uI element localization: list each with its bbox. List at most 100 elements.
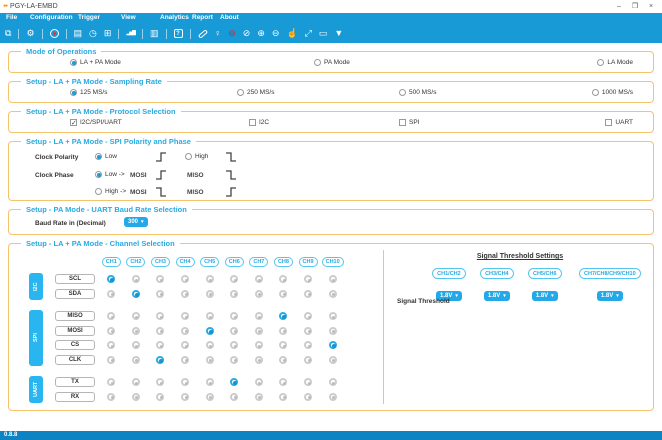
radio-sda-ch10[interactable] — [328, 289, 337, 298]
radio-sda-ch5[interactable] — [205, 289, 214, 298]
checkbox-option-uart[interactable]: UART — [605, 119, 633, 126]
radio-rx-ch2[interactable] — [131, 392, 140, 401]
expand-icon[interactable]: ⤢ — [304, 28, 312, 38]
radio-option-250ms[interactable]: 250 MS/s — [237, 89, 274, 96]
radio-phase-low[interactable]: Low -> — [95, 171, 125, 178]
radio-scl-ch10[interactable] — [328, 275, 337, 284]
radio-rx-ch6[interactable] — [230, 392, 239, 401]
pin-icon[interactable]: ♀ — [214, 28, 222, 38]
menu-analytics[interactable]: Analytics — [160, 14, 189, 21]
radio-scl-ch4[interactable] — [181, 275, 190, 284]
analytics-chart-icon[interactable]: ▂▅▇ — [126, 30, 135, 36]
radio-miso-ch9[interactable] — [304, 312, 313, 321]
radio-rx-ch9[interactable] — [304, 392, 313, 401]
notes-icon[interactable]: ▤ — [73, 28, 83, 38]
copy-icon[interactable]: ⧉ — [5, 28, 12, 38]
radio-miso-ch7[interactable] — [254, 312, 263, 321]
radio-clk-ch3[interactable] — [156, 355, 165, 364]
radio-miso-ch3[interactable] — [156, 312, 165, 321]
radio-mosi-ch5[interactable] — [205, 326, 214, 335]
checkbox-option-spi[interactable]: SPI — [399, 119, 419, 126]
radio-tx-ch10[interactable] — [328, 378, 337, 387]
radio-scl-ch3[interactable] — [156, 275, 165, 284]
radio-rx-ch4[interactable] — [181, 392, 190, 401]
close-icon[interactable]: × — [648, 3, 654, 10]
radio-mosi-ch7[interactable] — [254, 326, 263, 335]
threshold-dropdown[interactable]: 1.8V ▾ — [596, 291, 623, 301]
radio-scl-ch7[interactable] — [254, 275, 263, 284]
menu-view[interactable]: View — [121, 14, 136, 21]
radio-option-la-mode[interactable]: LA Mode — [597, 59, 633, 66]
radio-miso-ch8[interactable] — [279, 312, 288, 321]
radio-rx-ch5[interactable] — [205, 392, 214, 401]
radio-mosi-ch1[interactable] — [107, 326, 116, 335]
radio-clk-ch7[interactable] — [254, 355, 263, 364]
radio-scl-ch1[interactable] — [107, 275, 116, 284]
radio-cs-ch4[interactable] — [181, 341, 190, 350]
settings-gear-icon[interactable]: ⚙ — [26, 28, 35, 38]
report-icon[interactable]: ▥ — [149, 28, 159, 38]
radio-option-1000ms[interactable]: 1000 MS/s — [591, 89, 633, 96]
radio-tx-ch4[interactable] — [181, 378, 190, 387]
radio-scl-ch9[interactable] — [304, 275, 313, 284]
help-icon[interactable]: ? — [173, 29, 183, 38]
radio-polarity-high[interactable]: High — [185, 153, 208, 160]
radio-cs-ch9[interactable] — [304, 341, 313, 350]
radio-miso-ch4[interactable] — [181, 312, 190, 321]
filter-icon[interactable]: ▼ — [334, 28, 344, 38]
disconnect-icon[interactable]: ⊖ — [228, 28, 236, 38]
radio-option-125ms[interactable]: 125 MS/s — [70, 89, 107, 96]
radio-scl-ch2[interactable] — [131, 275, 140, 284]
radio-sda-ch6[interactable] — [230, 289, 239, 298]
radio-tx-ch1[interactable] — [107, 378, 116, 387]
trigger-icon[interactable] — [49, 29, 59, 38]
baud-rate-dropdown[interactable]: 300 ▾ — [124, 217, 148, 227]
menu-configuration[interactable]: Configuration — [30, 14, 73, 21]
data-format-icon[interactable]: ⊞ — [103, 28, 112, 38]
clock-icon[interactable]: ◷ — [89, 28, 97, 38]
radio-sda-ch3[interactable] — [156, 289, 165, 298]
radio-tx-ch9[interactable] — [304, 378, 313, 387]
radio-mosi-ch10[interactable] — [328, 326, 337, 335]
radio-cs-ch7[interactable] — [254, 341, 263, 350]
radio-cs-ch3[interactable] — [156, 341, 165, 350]
threshold-dropdown[interactable]: 1.8V ▾ — [531, 291, 558, 301]
radio-mosi-ch9[interactable] — [304, 326, 313, 335]
radio-option-500ms[interactable]: 500 MS/s — [399, 89, 436, 96]
threshold-dropdown[interactable]: 1.8V ▾ — [483, 291, 510, 301]
radio-scl-ch6[interactable] — [230, 275, 239, 284]
radio-rx-ch10[interactable] — [328, 392, 337, 401]
radio-mosi-ch2[interactable] — [131, 326, 140, 335]
radio-cs-ch1[interactable] — [107, 341, 116, 350]
minimize-icon[interactable]: – — [617, 3, 621, 10]
radio-phase-high[interactable]: High -> — [95, 188, 126, 195]
radio-tx-ch3[interactable] — [156, 378, 165, 387]
radio-sda-ch9[interactable] — [304, 289, 313, 298]
radio-miso-ch10[interactable] — [328, 312, 337, 321]
radio-clk-ch4[interactable] — [181, 355, 190, 364]
radio-cs-ch5[interactable] — [205, 341, 214, 350]
maximize-icon[interactable]: ❐ — [631, 3, 639, 10]
radio-clk-ch10[interactable] — [328, 355, 337, 364]
radio-rx-ch1[interactable] — [107, 392, 116, 401]
radio-clk-ch1[interactable] — [107, 355, 116, 364]
radio-scl-ch5[interactable] — [205, 275, 214, 284]
radio-mosi-ch3[interactable] — [156, 326, 165, 335]
menu-trigger[interactable]: Trigger — [78, 14, 101, 21]
globe-icon[interactable]: ⊘ — [242, 28, 251, 38]
radio-miso-ch5[interactable] — [205, 312, 214, 321]
menu-file[interactable]: File — [6, 14, 18, 21]
radio-clk-ch2[interactable] — [131, 355, 140, 364]
link-icon[interactable] — [197, 28, 208, 39]
radio-cs-ch8[interactable] — [279, 341, 288, 350]
radio-mosi-ch4[interactable] — [181, 326, 190, 335]
checkbox-option-i2c[interactable]: I2C — [249, 119, 269, 126]
radio-mosi-ch8[interactable] — [279, 326, 288, 335]
menu-report[interactable]: Report — [192, 14, 213, 21]
radio-miso-ch6[interactable] — [230, 312, 239, 321]
radio-clk-ch8[interactable] — [279, 355, 288, 364]
radio-sda-ch7[interactable] — [254, 289, 263, 298]
radio-sda-ch1[interactable] — [107, 289, 116, 298]
radio-cs-ch6[interactable] — [230, 341, 239, 350]
zoom-in-icon[interactable]: ⊕ — [257, 28, 265, 38]
